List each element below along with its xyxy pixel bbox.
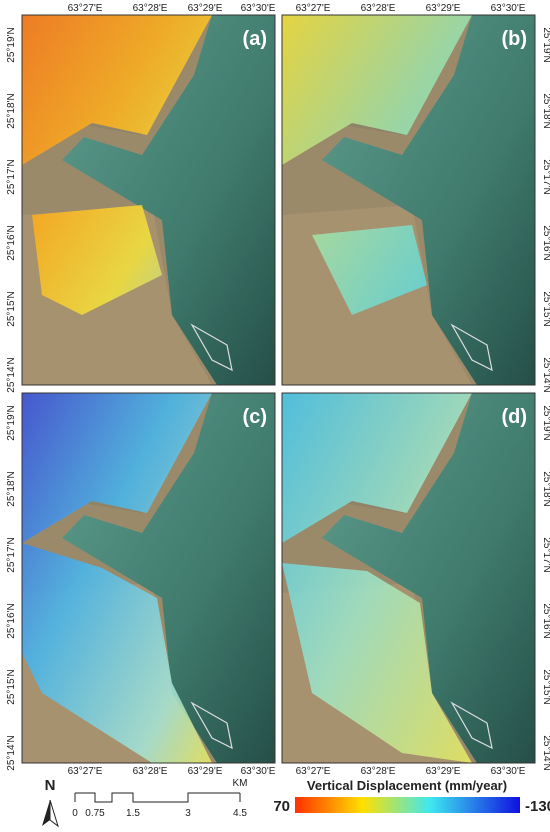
colorbar (295, 797, 520, 813)
latitude-label: 25°17'N (6, 159, 17, 194)
latitude-label: 25°16'N (541, 603, 550, 638)
latitude-label: 25°14'N (6, 357, 17, 392)
latitude-label: 25°18'N (541, 471, 550, 506)
map-image (282, 393, 535, 763)
latitude-label: 25°15'N (6, 669, 17, 704)
longitude-label: 63°29'E (188, 3, 223, 14)
latitude-label: 25°18'N (541, 93, 550, 128)
scale-label: 0.75 (85, 808, 105, 819)
longitude-label: 63°27'E (296, 766, 331, 777)
panel-label: (b) (501, 28, 527, 50)
latitude-label: 25°14'N (6, 735, 17, 770)
longitude-label: 63°27'E (296, 3, 331, 14)
longitude-label: 63°28'E (361, 3, 396, 14)
longitude-label: 63°30'E (241, 766, 276, 777)
displacement-overlay (22, 15, 212, 315)
latitude-label: 25°17'N (541, 159, 550, 194)
latitude-label: 25°19'N (6, 405, 17, 440)
latitude-label: 25°14'N (541, 735, 550, 770)
legend-min: 70 (273, 798, 290, 815)
legend-max: -130 (525, 798, 550, 815)
displacement-overlay (282, 15, 472, 315)
scale-label: 1.5 (126, 808, 140, 819)
latitude-label: 25°16'N (6, 225, 17, 260)
latitude-label: 25°19'N (541, 405, 550, 440)
map-image (282, 15, 535, 385)
latitude-label: 25°18'N (6, 93, 17, 128)
longitude-label: 63°28'E (133, 3, 168, 14)
displacement-overlay (22, 393, 212, 763)
latitude-label: 25°16'N (541, 225, 550, 260)
scale-label: 3 (185, 808, 191, 819)
longitude-label: 63°30'E (491, 766, 526, 777)
longitude-label: 63°30'E (241, 3, 276, 14)
map-image (22, 393, 275, 763)
longitude-label: 63°29'E (188, 766, 223, 777)
longitude-label: 63°29'E (426, 3, 461, 14)
north-arrow: N (42, 777, 59, 828)
longitude-label: 63°27'E (68, 3, 103, 14)
scale-label: 0 (72, 808, 78, 819)
longitude-label: 63°28'E (133, 766, 168, 777)
panel-label: (c) (243, 406, 267, 428)
legend-title: Vertical Displacement (mm/year) (307, 778, 507, 793)
latitude-label: 25°16'N (6, 603, 17, 638)
north-label: N (45, 777, 56, 794)
map-panel: (b) (281, 14, 536, 386)
latitude-label: 25°19'N (6, 27, 17, 62)
longitude-label: 63°27'E (68, 766, 103, 777)
map-panel: (d) (281, 392, 536, 764)
map-panel: (c) (21, 392, 276, 764)
latitude-label: 25°14'N (541, 357, 550, 392)
panel-label: (d) (501, 406, 527, 428)
panel-frame (281, 14, 536, 386)
latitude-label: 25°17'N (541, 537, 550, 572)
panel-label: (a) (243, 28, 267, 50)
displacement-overlay (282, 393, 472, 763)
map-image (22, 15, 275, 385)
map-panel: (a) (21, 14, 276, 386)
latitude-label: 25°19'N (541, 27, 550, 62)
scale-unit: KM (233, 778, 248, 789)
longitude-label: 63°28'E (361, 766, 396, 777)
scale-bar (74, 792, 241, 803)
panel-frame (21, 14, 276, 386)
scale-label: 4.5 (233, 808, 247, 819)
latitude-label: 25°15'N (6, 291, 17, 326)
panel-frame (281, 392, 536, 764)
panel-frame (21, 392, 276, 764)
latitude-label: 25°17'N (6, 537, 17, 572)
longitude-label: 63°30'E (491, 3, 526, 14)
latitude-label: 25°15'N (541, 669, 550, 704)
latitude-label: 25°18'N (6, 471, 17, 506)
latitude-label: 25°15'N (541, 291, 550, 326)
longitude-label: 63°29'E (426, 766, 461, 777)
